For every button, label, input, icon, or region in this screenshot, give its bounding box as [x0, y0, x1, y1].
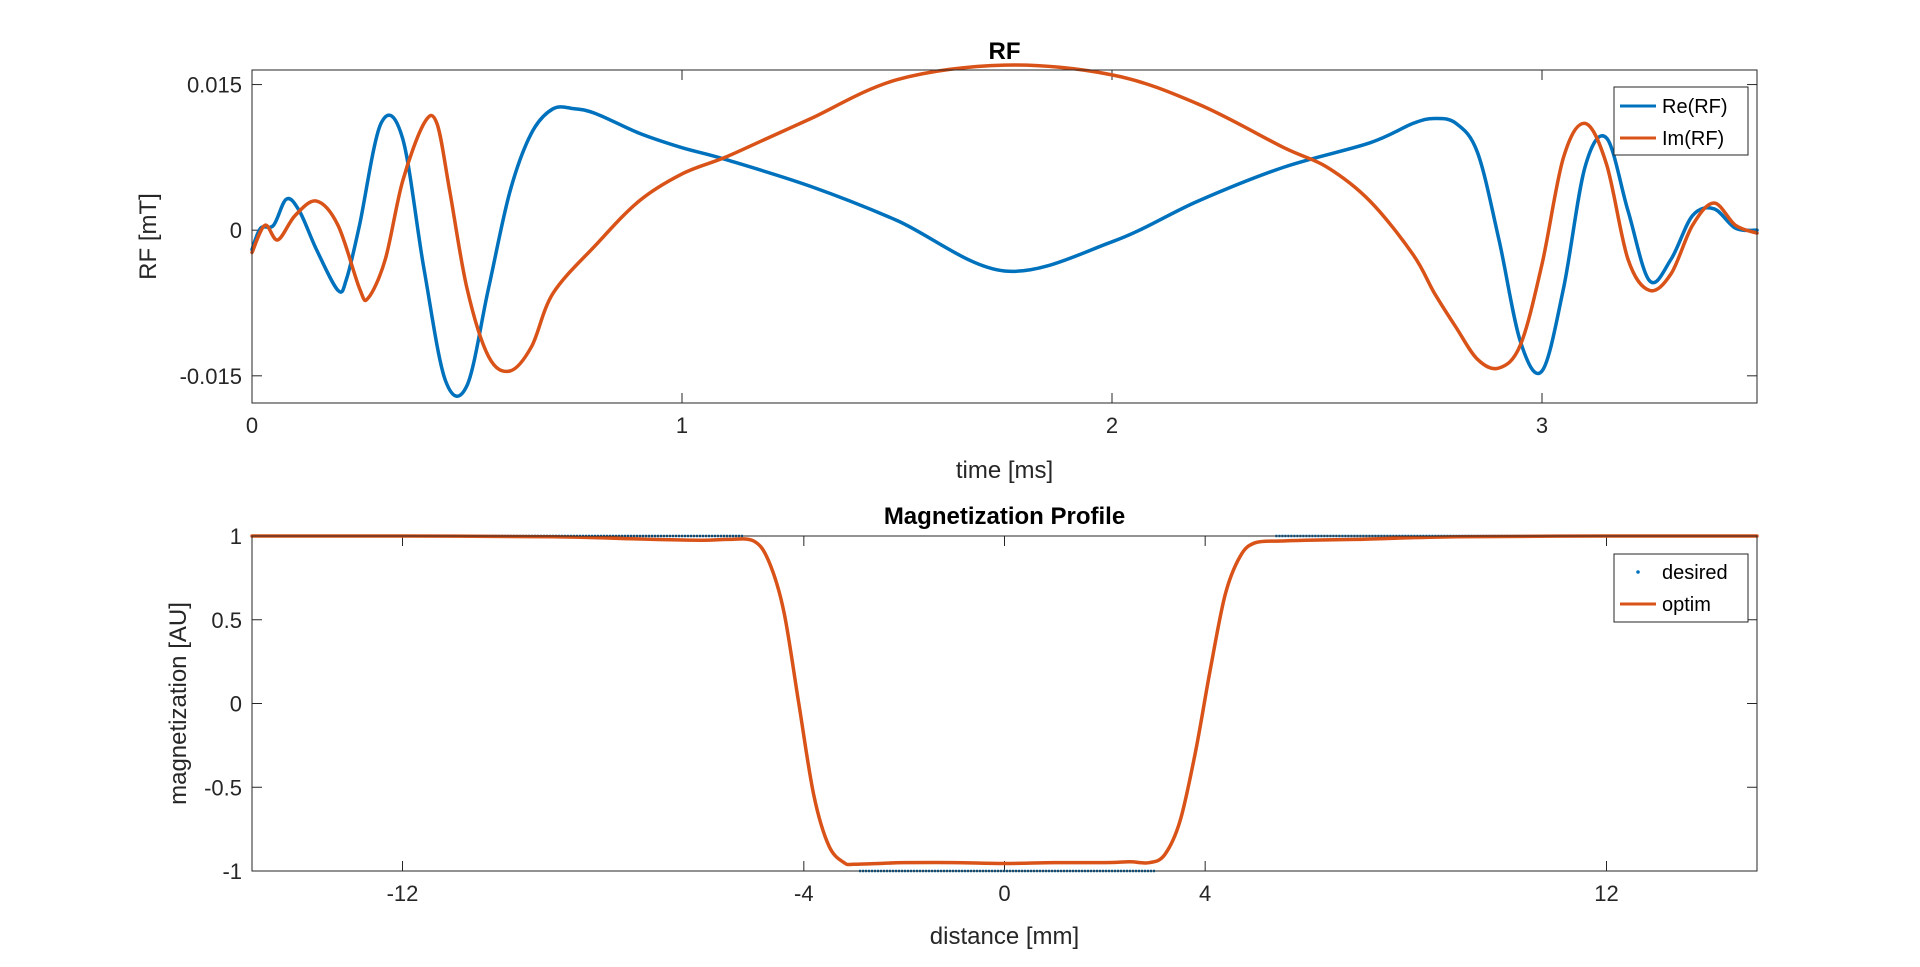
rf-ytick-label: -0.015 [180, 364, 242, 389]
mag-ytick-label: -0.5 [204, 775, 242, 800]
rf-ylabel: RF [mT] [135, 193, 162, 280]
mag-legend-swatch-desired [1636, 570, 1640, 574]
rf-legend-label-re: Re(RF) [1662, 96, 1728, 118]
rf-series-re-rf-line [250, 105, 1759, 398]
mag-legend-box [1613, 553, 1749, 623]
rf-xtick-label: 2 [1106, 413, 1118, 438]
rf-xtick-label: 3 [1536, 413, 1548, 438]
rf-legend-box [1613, 86, 1749, 156]
mag-ticks: -12 -4 0 4 12 -1 -0.5 0 0.5 1 [204, 524, 1757, 906]
mag-axes-box [251, 535, 1758, 872]
mag-series-optim-line [250, 534, 1759, 867]
mag-xtick-label: 0 [998, 881, 1010, 906]
mag-axes: -12 -4 0 4 12 -1 -0.5 0 0.5 1 Magnetization Profi… [165, 503, 1759, 950]
mag-ytick-label: -1 [222, 859, 242, 884]
mag-ytick-label: 0 [230, 692, 242, 717]
rf-title: RF [989, 38, 1021, 65]
mag-xtick-label: 12 [1594, 881, 1618, 906]
rf-series-im-rf-line [250, 63, 1759, 374]
mag-legend-label-desired: desired [1662, 562, 1728, 584]
rf-ytick-label: 0.015 [187, 73, 242, 98]
mag-title: Magnetization Profile [884, 503, 1125, 530]
rf-legend: Re(RF) Im(RF) [1613, 86, 1749, 156]
mag-xlabel: distance [mm] [930, 923, 1079, 950]
mag-xtick-label: 4 [1199, 881, 1211, 906]
mag-ytick-label: 0.5 [211, 608, 242, 633]
mag-legend-label-optim: optim [1662, 594, 1711, 616]
rf-legend-label-im: Im(RF) [1662, 128, 1724, 150]
mag-legend: desired optim [1613, 553, 1749, 623]
rf-xtick-label: 0 [246, 413, 258, 438]
mag-xtick-label: -12 [387, 881, 419, 906]
rf-xlabel: time [ms] [956, 457, 1053, 484]
rf-axes-box [251, 69, 1758, 404]
mag-xtick-label: -4 [794, 881, 814, 906]
mag-plot-area [252, 536, 1757, 871]
rf-xtick-label: 1 [676, 413, 688, 438]
mag-ylabel: magnetization [AU] [165, 602, 192, 805]
rf-plot-area [252, 70, 1757, 403]
rf-ytick-label: 0 [230, 218, 242, 243]
rf-series-group [250, 63, 1759, 398]
mag-ytick-label: 1 [230, 524, 242, 549]
